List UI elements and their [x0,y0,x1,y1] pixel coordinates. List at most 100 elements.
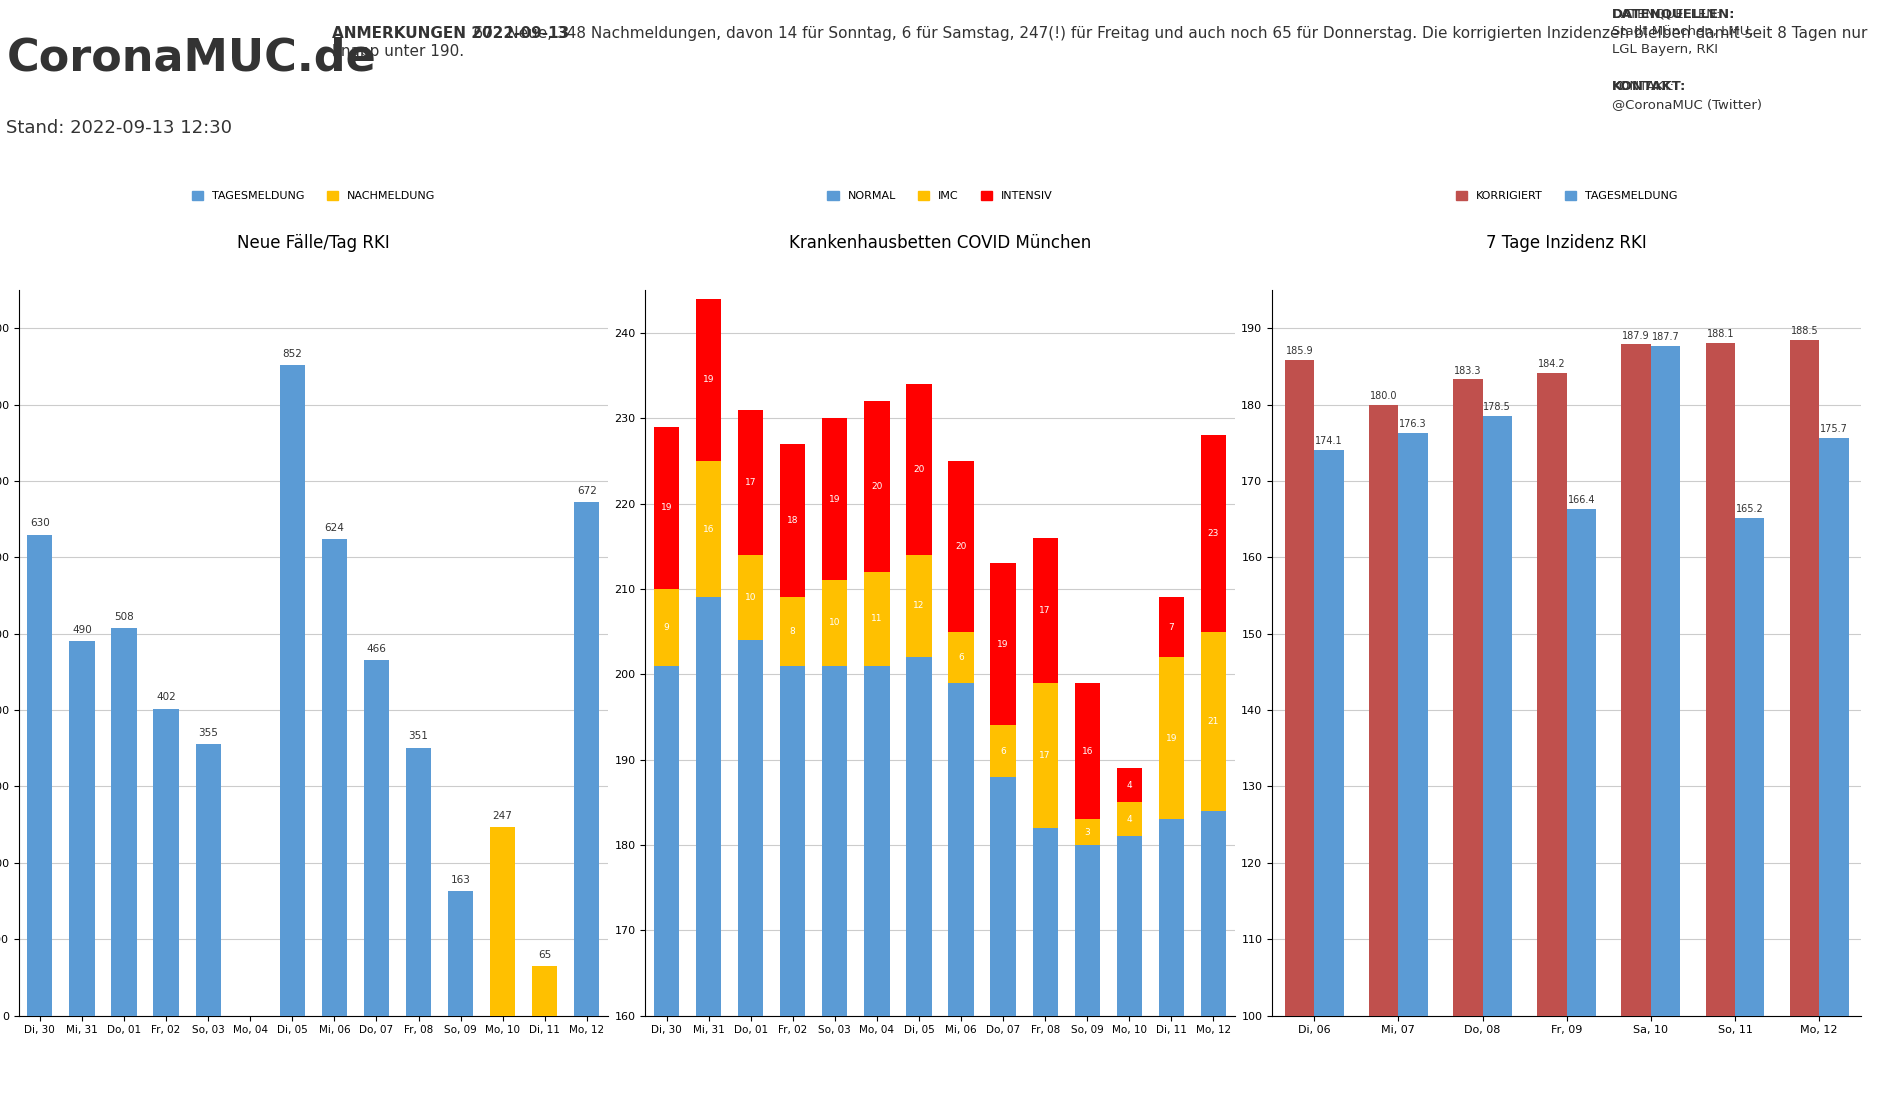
Bar [654,426,679,589]
Bar [406,748,431,1016]
Text: 17: 17 [744,478,756,487]
Text: 65: 65 [538,950,551,960]
Bar [1032,828,1058,1116]
Bar [1651,346,1681,1116]
Text: 672: 672 [577,487,596,497]
Text: 7: 7 [1169,623,1175,632]
Bar [111,627,137,1016]
Text: Di-Sa, nicht nach
Feiertagen: Di-Sa, nicht nach Feiertagen [1671,251,1773,279]
Bar [865,665,889,1116]
Text: 19: 19 [660,503,673,512]
Text: 183.3: 183.3 [1453,366,1481,376]
Bar [780,597,805,665]
Bar [865,401,889,571]
Bar [1705,343,1735,1116]
Text: 624: 624 [325,523,344,533]
Text: 247: 247 [493,811,513,821]
Bar [739,641,763,1116]
Text: 351: 351 [408,731,429,741]
Title: Neue Fälle/Tag RKI: Neue Fälle/Tag RKI [237,234,389,252]
Text: TODESFÄLLE: TODESFÄLLE [425,155,513,169]
Text: DATENQUELLEN:: DATENQUELLEN: [1611,7,1735,20]
Text: 175,7: 175,7 [1666,206,1780,240]
Legend: TAGESMELDUNG, NACHMELDUNG: TAGESMELDUNG, NACHMELDUNG [188,186,440,206]
Bar [1075,683,1100,819]
Bar [906,657,932,1116]
Bar [1820,437,1848,1116]
Text: Gesamt: 2.196: Gesamt: 2.196 [425,266,513,279]
Text: 185.9: 185.9 [1286,346,1314,356]
Text: 20: 20 [955,541,966,550]
Bar [26,535,53,1016]
Bar [1075,819,1100,845]
Text: KONTAKT:
@CoronaMUC (Twitter): KONTAKT: @CoronaMUC (Twitter) [1611,80,1762,110]
Bar [991,725,1015,777]
Bar [491,827,515,1016]
Text: 188.5: 188.5 [1790,326,1818,336]
Bar [1483,416,1512,1116]
Bar [1032,538,1058,683]
Text: Quelle: CoronaMUC
LMU: 0,96 2022-09-09: Quelle: CoronaMUC LMU: 0,96 2022-09-09 [1344,251,1474,279]
Text: 16: 16 [1081,747,1092,756]
Bar [654,589,679,665]
Text: 630: 630 [30,519,49,528]
Bar [780,444,805,597]
Bar [696,597,722,1116]
Bar [1399,433,1427,1116]
Bar [1117,836,1141,1116]
Text: NORMAL      IMC      INTENSIV: NORMAL IMC INTENSIV [1010,266,1183,279]
Text: 174.1: 174.1 [1316,436,1342,446]
Legend: KORRIGIERT, TAGESMELDUNG: KORRIGIERT, TAGESMELDUNG [1451,186,1683,206]
Bar [365,660,389,1016]
Bar [1453,379,1483,1116]
Text: 178.5: 178.5 [1483,403,1512,412]
Bar [739,555,763,641]
Text: 17: 17 [1040,751,1051,760]
Text: 508: 508 [115,612,133,622]
Text: 166.4: 166.4 [1568,494,1594,504]
Text: 163: 163 [451,875,470,885]
Text: 19: 19 [998,639,1010,648]
Text: 16: 16 [703,525,714,533]
Text: KRANKENHAUSBETTEN COVID: KRANKENHAUSBETTEN COVID [991,155,1199,169]
Bar [447,891,474,1016]
Text: 175.7: 175.7 [1820,424,1848,434]
Bar [1201,810,1226,1116]
Text: 10: 10 [829,618,840,627]
Text: INZIDENZ RKI: INZIDENZ RKI [1675,155,1769,169]
Title: 7 Tage Inzidenz RKI: 7 Tage Inzidenz RKI [1487,234,1647,252]
Text: 402: 402 [156,693,177,702]
Text: 672 Neue, 348 Nachmeldungen, davon 14 für Sonntag, 6 für Samstag, 247(!) für Fre: 672 Neue, 348 Nachmeldungen, davon 14 fü… [333,26,1867,58]
Text: +8: +8 [442,206,496,240]
Text: 187.9: 187.9 [1622,330,1651,340]
Bar [822,665,848,1116]
Bar [1538,373,1566,1116]
Text: 165.2: 165.2 [1735,504,1763,513]
Bar [1158,657,1184,819]
Text: 6: 6 [1000,747,1006,756]
Bar [154,709,179,1016]
Bar [654,665,679,1116]
Bar [948,683,974,1116]
Bar [1158,597,1184,657]
Bar [696,299,722,461]
Text: REPRODUKTIONSWERT: REPRODUKTIONSWERT [1329,155,1489,169]
Text: * Genesene:  7 Tages Durchschnitt der Summe RKI vor 10 Tagen | Aktuell Infiziert: * Genesene: 7 Tages Durchschnitt der Sum… [483,1061,1397,1077]
Text: 9: 9 [664,623,669,632]
Text: AKTUELL INFIZIERTE*: AKTUELL INFIZIERTE* [707,155,857,169]
Bar [780,665,805,1116]
Text: Made with: Made with [1765,1090,1824,1100]
Text: * Genesene:: * Genesene: [885,1061,995,1077]
Bar [321,539,348,1016]
Text: 852: 852 [282,349,303,359]
Text: 3: 3 [1085,828,1090,837]
Text: 4: 4 [1126,815,1132,824]
Text: 0,99: 0,99 [1365,206,1453,240]
Text: BESTÄTIGTE FÄLLE: BESTÄTIGTE FÄLLE [90,155,220,169]
Bar [1117,802,1141,836]
Text: DATENQUELLEN:
Stadt München, LMU,
LGL Bayern, RKI: DATENQUELLEN: Stadt München, LMU, LGL Ba… [1611,7,1754,56]
Bar [532,966,556,1016]
Text: 180.0: 180.0 [1371,391,1397,401]
Bar [1032,683,1058,828]
Bar [696,461,722,597]
